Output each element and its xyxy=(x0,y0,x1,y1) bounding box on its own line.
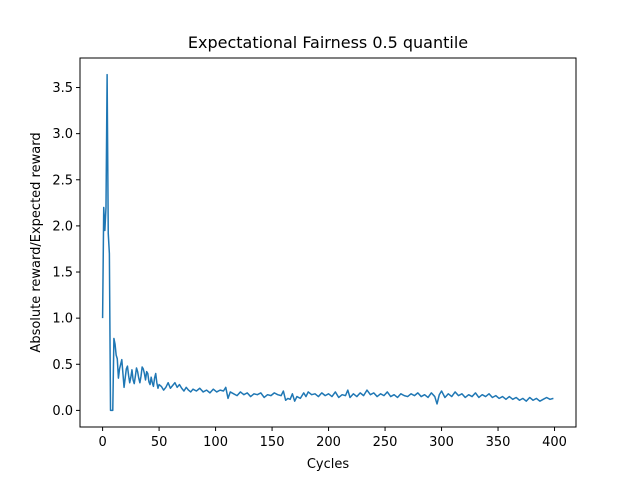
x-axis: 0 50 100 150 200 250 300 350 400 xyxy=(98,427,567,450)
x-tick-label: 50 xyxy=(151,435,168,450)
y-tick-label: 3.0 xyxy=(52,127,73,142)
x-tick-label: 100 xyxy=(203,435,228,450)
x-tick-label: 300 xyxy=(429,435,454,450)
y-tick-label: 2.5 xyxy=(52,173,73,188)
y-tick-label: 2.0 xyxy=(52,219,73,234)
plot-frame xyxy=(79,57,577,428)
y-axis: 0.0 0.5 1.0 1.5 2.0 2.5 3.0 3.5 xyxy=(52,81,80,419)
x-tick-label: 250 xyxy=(373,435,398,450)
x-tick-label: 150 xyxy=(260,435,285,450)
chart-title: Expectational Fairness 0.5 quantile xyxy=(188,33,468,52)
y-tick-label: 1.0 xyxy=(52,312,73,327)
y-tick-label: 0.0 xyxy=(52,404,73,419)
x-axis-label: Cycles xyxy=(307,457,350,472)
y-axis-label: Absolute reward/Expected reward xyxy=(29,132,44,352)
x-tick-label: 0 xyxy=(98,435,106,450)
x-tick-label: 400 xyxy=(542,435,567,450)
plot-area xyxy=(101,73,554,412)
y-tick-label: 3.5 xyxy=(52,81,73,96)
x-tick-label: 350 xyxy=(486,435,511,450)
x-tick-label: 200 xyxy=(316,435,341,450)
y-tick-label: 0.5 xyxy=(52,358,73,373)
series-line-0 xyxy=(101,73,554,412)
y-tick-label: 1.5 xyxy=(52,266,73,281)
